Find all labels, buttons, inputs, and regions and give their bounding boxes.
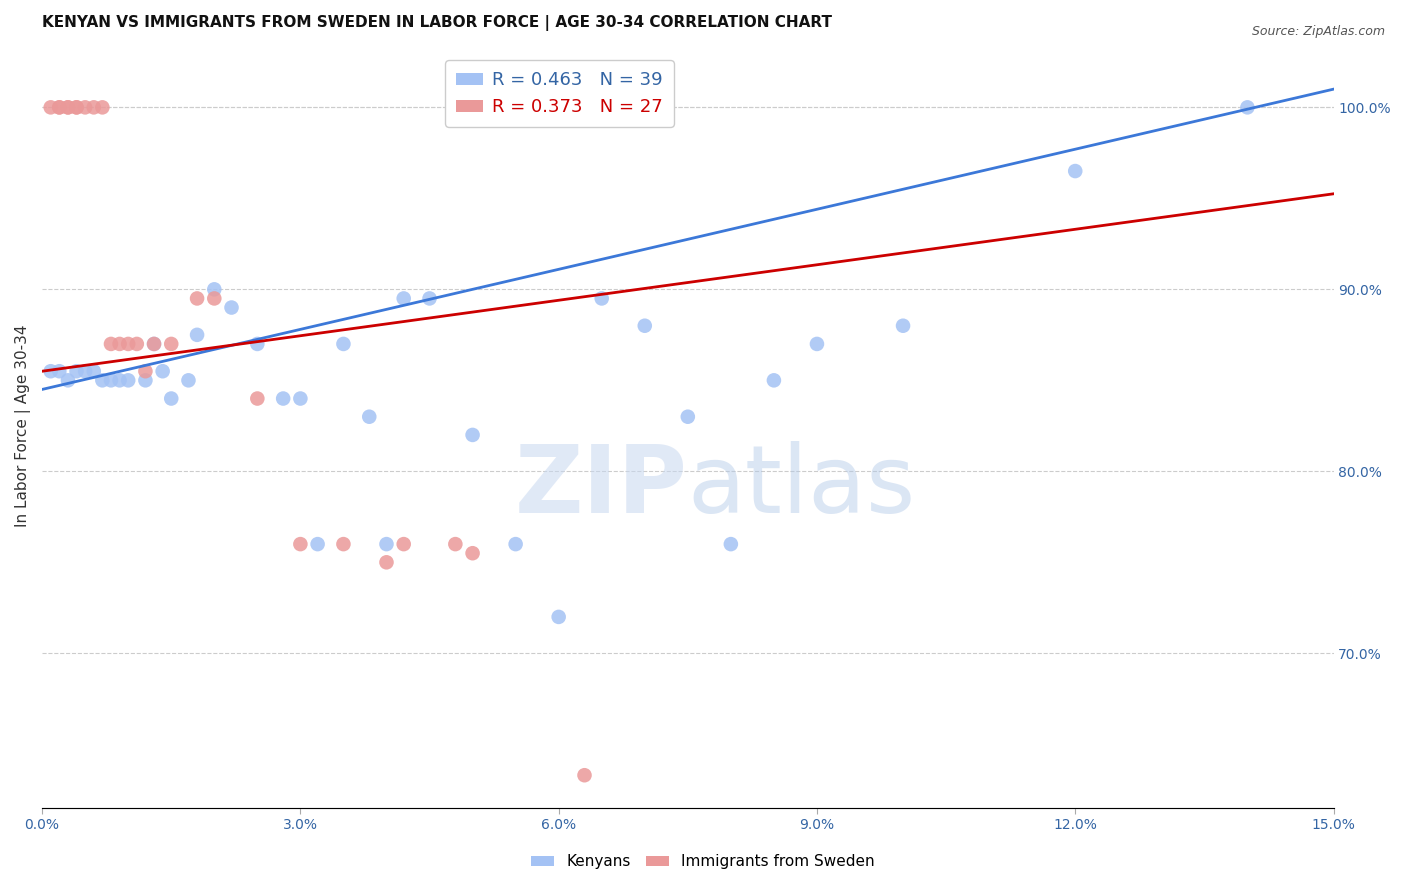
- Point: [461, 428, 484, 442]
- Point: [1236, 100, 1258, 114]
- Point: [806, 337, 828, 351]
- Point: [202, 282, 225, 296]
- Point: [444, 537, 467, 551]
- Point: [186, 292, 208, 306]
- Point: [39, 364, 62, 378]
- Point: [160, 392, 183, 406]
- Point: [591, 292, 613, 306]
- Point: [48, 100, 70, 114]
- Point: [48, 100, 70, 114]
- Point: [56, 100, 79, 114]
- Point: [160, 337, 183, 351]
- Text: KENYAN VS IMMIGRANTS FROM SWEDEN IN LABOR FORCE | AGE 30-34 CORRELATION CHART: KENYAN VS IMMIGRANTS FROM SWEDEN IN LABO…: [42, 15, 832, 31]
- Point: [392, 537, 415, 551]
- Point: [39, 100, 62, 114]
- Point: [143, 337, 166, 351]
- Point: [75, 100, 97, 114]
- Point: [91, 100, 114, 114]
- Point: [65, 100, 87, 114]
- Point: [100, 337, 122, 351]
- Point: [375, 555, 398, 569]
- Point: [547, 610, 569, 624]
- Text: ZIP: ZIP: [515, 441, 688, 533]
- Point: [143, 337, 166, 351]
- Point: [117, 373, 139, 387]
- Point: [117, 337, 139, 351]
- Point: [290, 392, 312, 406]
- Point: [375, 537, 398, 551]
- Text: atlas: atlas: [688, 441, 917, 533]
- Point: [56, 373, 79, 387]
- Point: [134, 373, 156, 387]
- Point: [108, 373, 131, 387]
- Point: [307, 537, 329, 551]
- Point: [152, 364, 174, 378]
- Point: [634, 318, 657, 333]
- Point: [221, 301, 243, 315]
- Point: [100, 373, 122, 387]
- Point: [65, 100, 87, 114]
- Point: [271, 392, 294, 406]
- Point: [418, 292, 440, 306]
- Point: [246, 392, 269, 406]
- Point: [48, 364, 70, 378]
- Point: [359, 409, 381, 424]
- Point: [177, 373, 200, 387]
- Point: [83, 364, 105, 378]
- Legend: Kenyans, Immigrants from Sweden: Kenyans, Immigrants from Sweden: [524, 848, 882, 875]
- Text: Source: ZipAtlas.com: Source: ZipAtlas.com: [1251, 25, 1385, 38]
- Point: [56, 100, 79, 114]
- Point: [134, 364, 156, 378]
- Point: [332, 537, 354, 551]
- Point: [75, 364, 97, 378]
- Point: [1064, 164, 1087, 178]
- Point: [65, 364, 87, 378]
- Point: [290, 537, 312, 551]
- Point: [108, 337, 131, 351]
- Point: [720, 537, 742, 551]
- Point: [125, 337, 148, 351]
- Point: [676, 409, 699, 424]
- Point: [505, 537, 527, 551]
- Y-axis label: In Labor Force | Age 30-34: In Labor Force | Age 30-34: [15, 325, 31, 527]
- Point: [186, 327, 208, 342]
- Point: [392, 292, 415, 306]
- Point: [891, 318, 914, 333]
- Point: [574, 768, 596, 782]
- Point: [461, 546, 484, 560]
- Point: [202, 292, 225, 306]
- Point: [83, 100, 105, 114]
- Point: [332, 337, 354, 351]
- Legend: R = 0.463   N = 39, R = 0.373   N = 27: R = 0.463 N = 39, R = 0.373 N = 27: [446, 61, 673, 127]
- Point: [762, 373, 785, 387]
- Point: [91, 373, 114, 387]
- Point: [246, 337, 269, 351]
